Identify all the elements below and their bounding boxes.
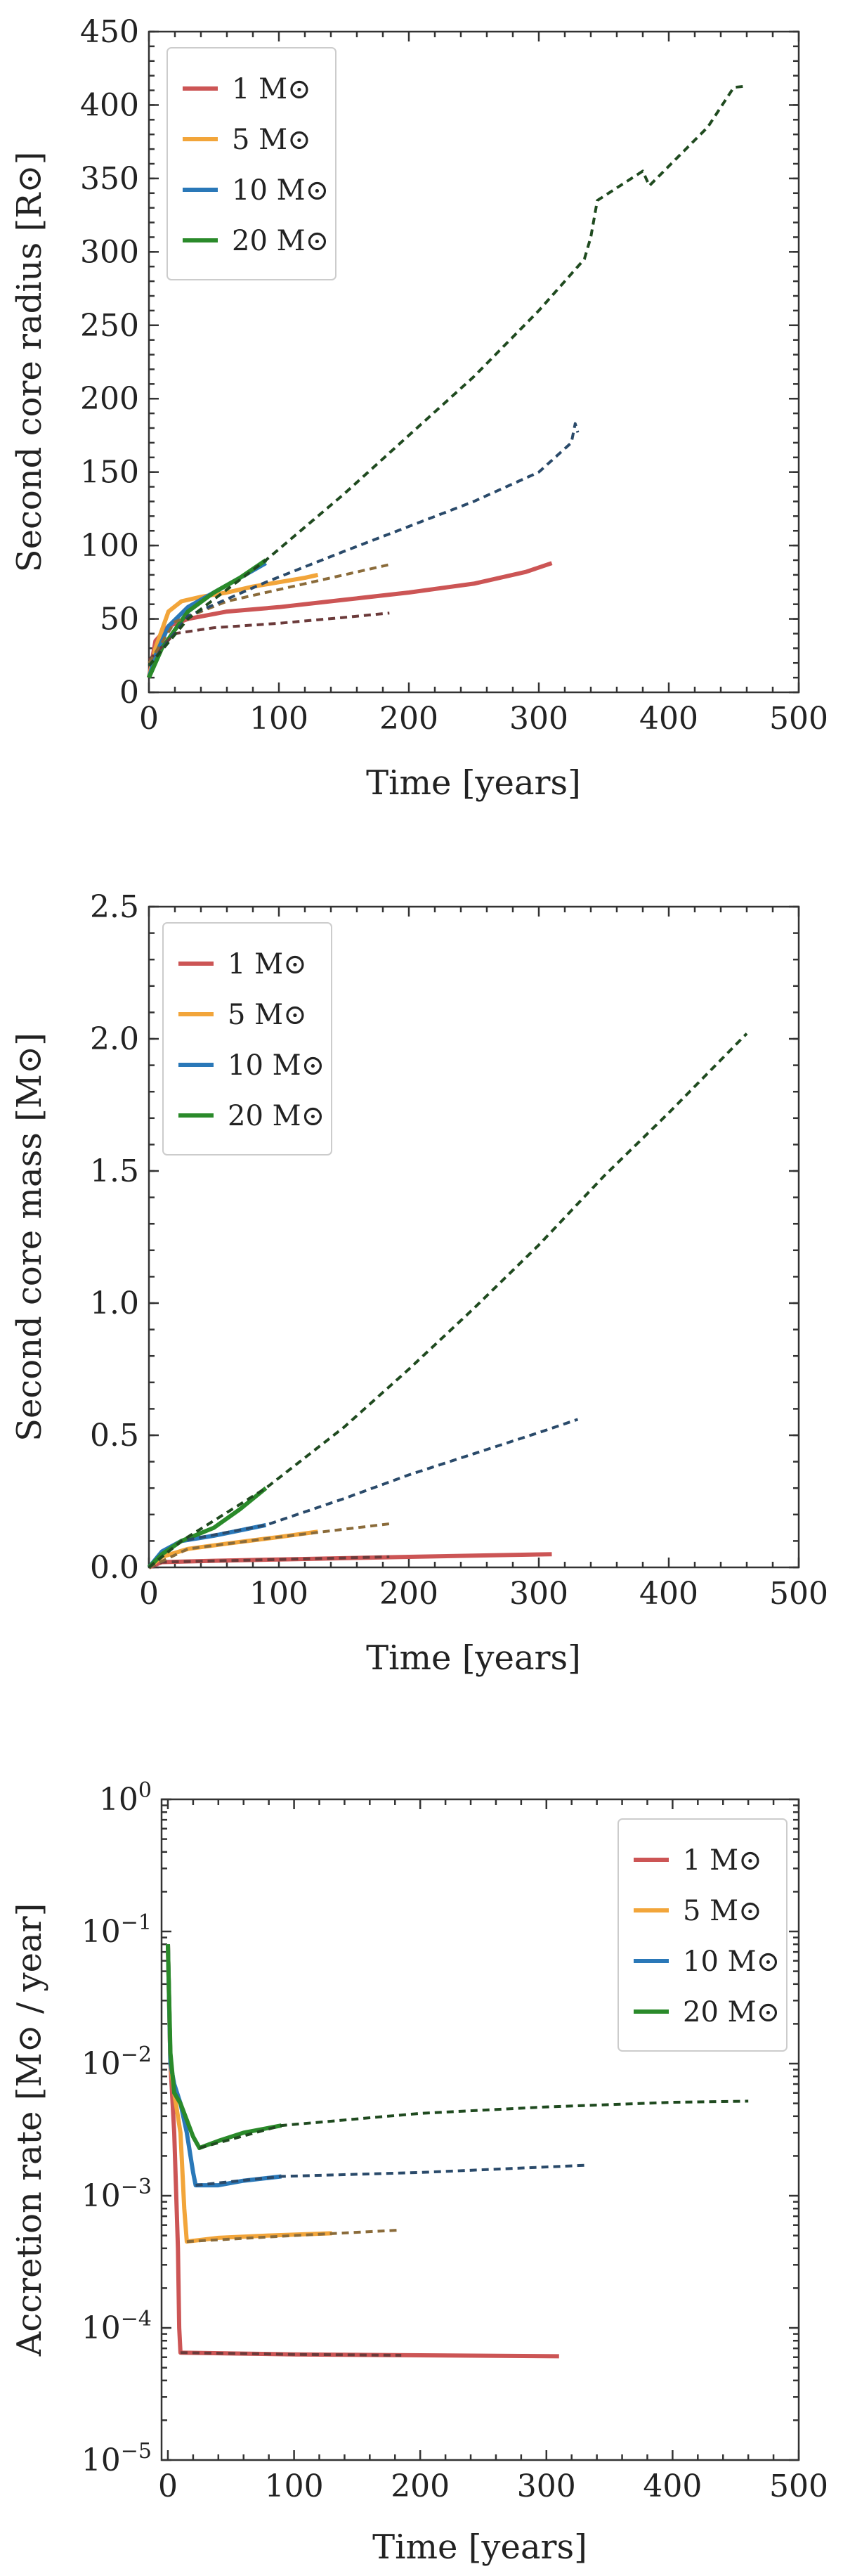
tick-layer: 0 100 200 300 400 500 10−5 10−4 10−3 10−2 10−1 100 <box>81 1778 828 2504</box>
x-axis-label: Time [years] <box>366 763 581 803</box>
y-tick-label: 450 <box>80 14 139 50</box>
series-layer <box>166 1944 749 2359</box>
series-layer <box>147 84 747 679</box>
x-tick-label: 500 <box>769 701 828 737</box>
x-axis-label: Time [years] <box>366 1638 581 1678</box>
legend-entry: 1 M⊙ <box>683 1844 762 1877</box>
fit-line-0 <box>148 1555 390 1569</box>
fit-line-0 <box>180 2351 402 2357</box>
legend-entry: 5 M⊙ <box>228 999 307 1031</box>
x-tick-label: 100 <box>265 2468 324 2504</box>
legend: 1 M⊙ 5 M⊙ 10 M⊙ 20 M⊙ <box>617 1818 788 2052</box>
legend-entry: 5 M⊙ <box>232 124 311 156</box>
radius-chart: 0 100 200 300 400 500 0 50 100 150 200 250 300 350 400… <box>10 14 828 803</box>
y-tick-label: 10−3 <box>81 2175 152 2214</box>
y-tick-label: 300 <box>80 234 139 270</box>
mass-chart: 0 100 200 300 400 500 0.0 0.5 1.0 1.5 2.0 2.5 Time … <box>10 889 828 1678</box>
x-tick-label: 500 <box>769 2468 828 2504</box>
plot-frame <box>148 30 800 694</box>
y-tick-label: 50 <box>100 602 139 637</box>
legend-entry: 1 M⊙ <box>232 73 311 105</box>
x-tick-label: 0 <box>158 2468 178 2504</box>
legend-entry: 1 M⊙ <box>228 948 307 980</box>
plot-frame <box>148 905 800 1569</box>
y-axis-label: Second core radius [R⊙] <box>10 152 49 573</box>
tick-layer: 0 100 200 300 400 500 0.0 0.5 1.0 1.5 2.0 2.5 <box>90 889 828 1612</box>
y-tick-label: 400 <box>80 87 139 123</box>
legend-entry: 20 M⊙ <box>683 1996 780 2028</box>
series-line-2 <box>166 1944 282 2188</box>
x-axis-label: Time [years] <box>372 2528 587 2567</box>
series-line-3 <box>166 1944 282 2150</box>
fit-line-2 <box>148 1418 579 1569</box>
x-tick-label: 300 <box>509 1576 568 1612</box>
tick-layer: 0 100 200 300 400 500 0 50 100 150 200 250 300 350 400… <box>80 14 828 737</box>
x-tick-label: 100 <box>249 701 308 737</box>
plot-frame <box>160 1798 800 2461</box>
y-tick-label: 150 <box>80 455 139 491</box>
fit-line-1 <box>148 563 390 664</box>
legend-entry: 10 M⊙ <box>683 1946 780 1978</box>
x-tick-label: 400 <box>639 701 698 737</box>
fit-line-2 <box>195 2163 584 2187</box>
y-tick-label: 2.5 <box>90 889 139 925</box>
y-tick-label: 10−1 <box>81 1910 152 1950</box>
series-line-3 <box>147 1486 268 1569</box>
fit-line-3 <box>148 1033 748 1569</box>
y-tick-label: 10−4 <box>81 2307 152 2346</box>
fit-line-1 <box>148 1522 390 1569</box>
y-tick-label: 10−2 <box>81 2043 152 2082</box>
y-tick-label: 350 <box>80 161 139 197</box>
series-line-1 <box>166 1944 332 2244</box>
x-tick-label: 200 <box>379 1576 438 1612</box>
fit-line-3 <box>148 84 747 667</box>
y-tick-label: 0.5 <box>90 1418 139 1454</box>
x-tick-label: 200 <box>379 701 438 737</box>
series-line-0 <box>166 1944 559 2359</box>
x-tick-label: 0 <box>139 1576 159 1612</box>
x-tick-label: 400 <box>643 2468 702 2504</box>
legend-entry: 20 M⊙ <box>232 225 329 257</box>
x-tick-label: 100 <box>249 1576 308 1612</box>
y-tick-label: 1.5 <box>90 1153 139 1189</box>
y-tick-label: 0.0 <box>90 1550 139 1586</box>
legend: 1 M⊙ 5 M⊙ 10 M⊙ 20 M⊙ <box>166 47 336 280</box>
legend-entry: 10 M⊙ <box>228 1049 325 1082</box>
y-axis-label: Second core mass [M⊙] <box>10 1033 49 1442</box>
legend-entry: 20 M⊙ <box>228 1100 325 1132</box>
series-line-0 <box>147 561 553 678</box>
x-tick-label: 300 <box>517 2468 576 2504</box>
legend-entry: 10 M⊙ <box>232 174 329 207</box>
legend-box <box>162 922 332 1156</box>
legend: 1 M⊙ 5 M⊙ 10 M⊙ 20 M⊙ <box>162 922 332 1156</box>
legend-box <box>617 1818 788 2052</box>
y-tick-label: 200 <box>80 381 139 417</box>
x-tick-label: 200 <box>391 2468 450 2504</box>
y-tick-label: 2.0 <box>90 1021 139 1057</box>
y-tick-label: 10−5 <box>81 2439 152 2478</box>
y-tick-label: 100 <box>99 1778 152 1818</box>
y-tick-label: 250 <box>80 308 139 344</box>
y-tick-label: 100 <box>80 528 139 564</box>
fit-line-0 <box>148 611 390 661</box>
series-layer <box>147 1033 748 1569</box>
x-tick-label: 0 <box>139 701 159 737</box>
accretion-chart: 0 100 200 300 400 50010−510−410−310−210−1100 … <box>10 1778 828 2567</box>
legend-entry: 5 M⊙ <box>683 1895 762 1927</box>
y-tick-label: 0 <box>119 675 139 711</box>
y-axis-label: Accretion rate [M⊙ / year] <box>10 1903 49 2357</box>
y-tick-label: 1.0 <box>90 1286 139 1321</box>
x-tick-label: 500 <box>769 1576 828 1612</box>
fit-line-2 <box>148 422 580 667</box>
x-tick-label: 400 <box>639 1576 698 1612</box>
fit-line-3 <box>199 2099 749 2149</box>
legend-box <box>166 47 336 280</box>
x-tick-label: 300 <box>509 701 568 737</box>
